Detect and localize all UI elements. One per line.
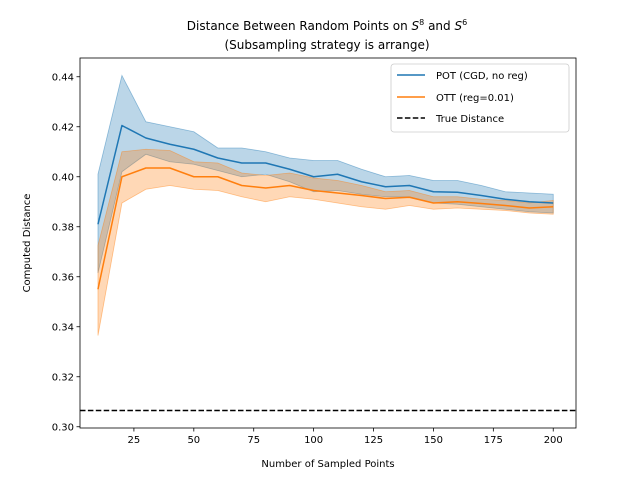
y-tick-label-0.34: 0.34	[52, 322, 74, 333]
y-tick-label-0.42: 0.42	[52, 122, 74, 133]
y-tick-label-0.36: 0.36	[52, 272, 74, 283]
legend-label-true-distance: True Distance	[435, 114, 504, 125]
series-lines	[97, 124, 554, 290]
legend-label-ott: OTT (reg=0.01)	[436, 93, 514, 104]
y-tick-label-0.30: 0.30	[52, 422, 74, 433]
chart-title-line1: Distance Between Random Points on S8 and…	[187, 18, 467, 33]
x-tick-label-75: 75	[247, 435, 260, 446]
series-line-pot-cgd-no-reg	[97, 124, 554, 225]
x-axis-label: Number of Sampled Points	[261, 459, 394, 470]
y-axis-ticks: 0.30 0.32 0.34 0.36 0.38 0.40 0.42 0.44	[52, 72, 80, 433]
y-axis-label: Computed Distance	[22, 194, 33, 293]
chart-title-line2: (Subsampling strategy is arrange)	[224, 38, 429, 52]
legend: POT (CGD, no reg) OTT (reg=0.01) True Di…	[390, 63, 570, 133]
legend-label-pot: POT (CGD, no reg)	[436, 71, 528, 82]
band-ott-reg-0-01	[97, 148, 554, 336]
y-tick-label-0.44: 0.44	[52, 72, 74, 83]
x-tick-label-100: 100	[304, 435, 323, 446]
y-tick-label-0.32: 0.32	[52, 372, 74, 383]
x-tick-label-50: 50	[187, 435, 200, 446]
confidence-bands	[97, 74, 554, 336]
plot-frame	[79, 57, 577, 429]
x-tick-label-150: 150	[424, 435, 443, 446]
x-tick-label-125: 125	[364, 435, 383, 446]
legend-box	[390, 63, 570, 133]
x-tick-label-200: 200	[544, 435, 563, 446]
band-pot-cgd-no-reg	[97, 74, 554, 274]
x-tick-label-25: 25	[128, 435, 141, 446]
y-tick-label-0.40: 0.40	[52, 172, 74, 183]
x-tick-label-175: 175	[484, 435, 503, 446]
series-line-ott-reg-0-01	[97, 167, 554, 290]
y-tick-label-0.38: 0.38	[52, 222, 74, 233]
x-axis-ticks: 25 50 75 100 125 150 175 200	[128, 428, 563, 446]
